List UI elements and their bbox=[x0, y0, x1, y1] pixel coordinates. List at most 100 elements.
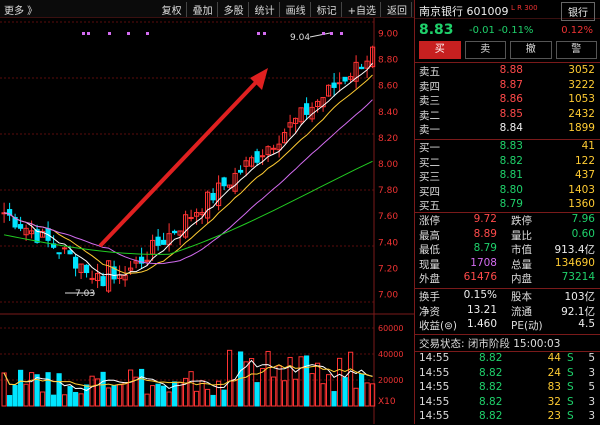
high-label: 9.04 bbox=[290, 33, 310, 43]
candle-body bbox=[194, 212, 200, 217]
volume-bar bbox=[155, 383, 161, 407]
toolbar-item[interactable]: 多股 bbox=[223, 2, 249, 17]
toolbar-item[interactable]: 画线 bbox=[285, 2, 311, 17]
book-row: 买一 8.83 41 bbox=[419, 140, 595, 154]
volume-bar bbox=[243, 361, 249, 407]
volume-bar bbox=[348, 351, 354, 407]
ma-line bbox=[3, 62, 373, 276]
alert-button[interactable]: 警 bbox=[555, 41, 597, 59]
volume-bar bbox=[1, 372, 7, 407]
candle-body bbox=[40, 230, 46, 238]
price-tick: 8.20 bbox=[378, 134, 398, 144]
trade-buttons: 买卖撤警 bbox=[415, 41, 600, 59]
price-line: 8.83 -0.01 -0.11% 0.12% bbox=[415, 19, 600, 39]
signal-marker bbox=[108, 32, 111, 35]
candle-body bbox=[331, 82, 337, 88]
sell-button[interactable]: 卖 bbox=[464, 41, 506, 59]
chart-toolbar: 更多 》 复权 叠加 多股 统计 画线 标记 +自选 返回 bbox=[0, 0, 414, 18]
more-button[interactable]: 更多 》 bbox=[4, 6, 38, 17]
candle-body bbox=[243, 160, 249, 167]
toolbar-item[interactable]: 标记 bbox=[316, 2, 342, 17]
volume-tick: 40000 bbox=[378, 350, 403, 359]
sector-pct: 0.12% bbox=[561, 25, 593, 36]
volume-bar bbox=[128, 369, 134, 407]
stat-row: 最低 8.79 市值 913.4亿 bbox=[419, 242, 595, 256]
volume-bar bbox=[12, 385, 18, 407]
candle-body bbox=[210, 192, 216, 201]
candle-body bbox=[364, 60, 370, 69]
volume-bar bbox=[40, 391, 46, 407]
sector-button[interactable]: 银行 bbox=[561, 2, 595, 21]
volume-bar bbox=[260, 368, 266, 407]
candle-body bbox=[320, 97, 326, 108]
price-tick: 7.80 bbox=[378, 186, 398, 196]
volume-bar bbox=[304, 355, 310, 407]
volume-bar bbox=[271, 376, 277, 407]
toolbar-item[interactable]: 叠加 bbox=[192, 2, 218, 17]
candle-body bbox=[111, 266, 117, 280]
signal-marker bbox=[82, 32, 85, 35]
volume-bar bbox=[89, 375, 95, 407]
volume-bar bbox=[199, 380, 205, 407]
trade-row: 14:55 8.82 83 S 5 bbox=[419, 381, 595, 393]
volume-bar bbox=[56, 373, 62, 407]
book-row: 买三 8.81 437 bbox=[419, 169, 595, 183]
price-tick: 8.60 bbox=[378, 82, 398, 92]
volume-bar bbox=[150, 385, 156, 407]
signal-marker bbox=[146, 32, 149, 35]
candle-body bbox=[221, 177, 227, 187]
stock-badge: L R 300 bbox=[511, 4, 538, 12]
candle-body bbox=[254, 151, 260, 163]
candle-body bbox=[67, 250, 73, 255]
candle-body bbox=[199, 212, 205, 216]
stat-row: 换手 0.15% 股本 103亿 bbox=[419, 289, 595, 303]
candle-body bbox=[155, 236, 161, 246]
buy-button[interactable]: 买 bbox=[419, 41, 461, 59]
signal-marker bbox=[340, 32, 343, 35]
volume-bar bbox=[73, 391, 79, 407]
volume-bar bbox=[265, 350, 271, 407]
candle-body bbox=[29, 230, 35, 235]
cancel-button[interactable]: 撤 bbox=[510, 41, 552, 59]
stat-row: 涨停 9.72 跌停 7.96 bbox=[419, 213, 595, 227]
volume-bar bbox=[315, 362, 321, 407]
ma-line bbox=[3, 74, 373, 274]
volume-bar bbox=[353, 387, 359, 407]
price-tick: 8.40 bbox=[378, 108, 398, 118]
volume-bar bbox=[139, 368, 145, 407]
candle-body bbox=[238, 169, 244, 173]
volume-bar bbox=[342, 377, 348, 407]
trend-arrow-head bbox=[250, 68, 268, 90]
toolbar-item[interactable]: 复权 bbox=[161, 2, 187, 17]
stock-header: 南京银行 601009 L R 300 银行 bbox=[415, 0, 600, 21]
candle-body bbox=[7, 209, 13, 216]
kline-chart[interactable]: 9.00 8.80 8.60 8.40 8.20 8.00 7.80 7.60 7.40 7.20… bbox=[0, 18, 414, 424]
stat-row: 最高 8.89 量比 0.60 bbox=[419, 227, 595, 242]
volume-bar bbox=[216, 380, 222, 407]
toolbar-item[interactable]: 返回 bbox=[386, 2, 412, 17]
volume-bar bbox=[326, 374, 332, 407]
book-row: 买四 8.80 1403 bbox=[419, 183, 595, 198]
volume-bar bbox=[309, 373, 315, 407]
volume-bar bbox=[62, 394, 68, 407]
candle-body bbox=[78, 263, 84, 273]
volume-bar bbox=[205, 388, 211, 407]
stats-table-2: 换手 0.15% 股本 103亿 净资 13.21 流通 92.1亿 收益(⊜) 1.460 PE(… bbox=[415, 289, 600, 333]
volume-bar bbox=[194, 390, 200, 407]
candle-body bbox=[89, 277, 95, 280]
toolbar-item[interactable]: 统计 bbox=[254, 2, 280, 17]
stock-name: 南京银行 601009 bbox=[419, 5, 509, 18]
signal-marker bbox=[322, 32, 325, 35]
volume-bar bbox=[221, 389, 227, 407]
candle-body bbox=[276, 143, 282, 151]
price-tick: 8.80 bbox=[378, 56, 398, 66]
book-row: 卖二 8.85 2432 bbox=[419, 107, 595, 122]
toolbar-item[interactable]: +自选 bbox=[347, 2, 381, 17]
ma-line bbox=[3, 99, 373, 265]
price-tick: 7.40 bbox=[378, 238, 398, 248]
volume-bar bbox=[29, 372, 35, 407]
price-tick: 7.60 bbox=[378, 212, 398, 222]
candle-body bbox=[298, 107, 304, 123]
candle-body bbox=[342, 76, 348, 82]
candle-body bbox=[304, 103, 310, 115]
